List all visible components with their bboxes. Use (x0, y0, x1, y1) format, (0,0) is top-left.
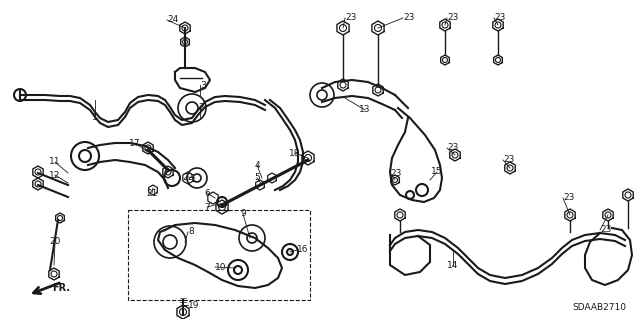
Text: 21: 21 (147, 189, 157, 197)
Text: 22: 22 (182, 173, 194, 182)
Text: 5: 5 (254, 174, 260, 182)
Text: 6: 6 (204, 189, 210, 197)
Text: 15: 15 (431, 167, 443, 176)
Text: 7: 7 (204, 203, 210, 211)
Text: 17: 17 (129, 138, 141, 147)
Text: 11: 11 (49, 158, 61, 167)
Text: 4: 4 (254, 160, 260, 169)
Text: FR.: FR. (52, 283, 70, 293)
Text: 23: 23 (600, 226, 611, 234)
Text: 23: 23 (447, 144, 458, 152)
Text: 23: 23 (390, 168, 401, 177)
Text: 19: 19 (188, 300, 200, 309)
Text: 14: 14 (447, 261, 459, 270)
Text: SDAAB2710: SDAAB2710 (572, 303, 626, 313)
Text: 10: 10 (215, 263, 227, 271)
Text: 3: 3 (200, 80, 205, 90)
Text: 16: 16 (297, 246, 308, 255)
Text: 23: 23 (563, 194, 574, 203)
Text: 2: 2 (198, 103, 204, 113)
Text: 23: 23 (345, 13, 356, 23)
Text: 9: 9 (240, 210, 246, 219)
Text: 24: 24 (167, 16, 179, 25)
Text: 23: 23 (503, 155, 515, 165)
Text: 23: 23 (494, 13, 506, 23)
Bar (128, 210, 310, 300)
Text: 13: 13 (359, 106, 371, 115)
Text: 23: 23 (447, 13, 458, 23)
Text: 1: 1 (92, 114, 98, 122)
Text: 23: 23 (403, 13, 414, 23)
Text: 12: 12 (49, 170, 61, 180)
Text: 8: 8 (188, 227, 194, 236)
Text: 20: 20 (49, 238, 61, 247)
Text: 18: 18 (289, 149, 301, 158)
